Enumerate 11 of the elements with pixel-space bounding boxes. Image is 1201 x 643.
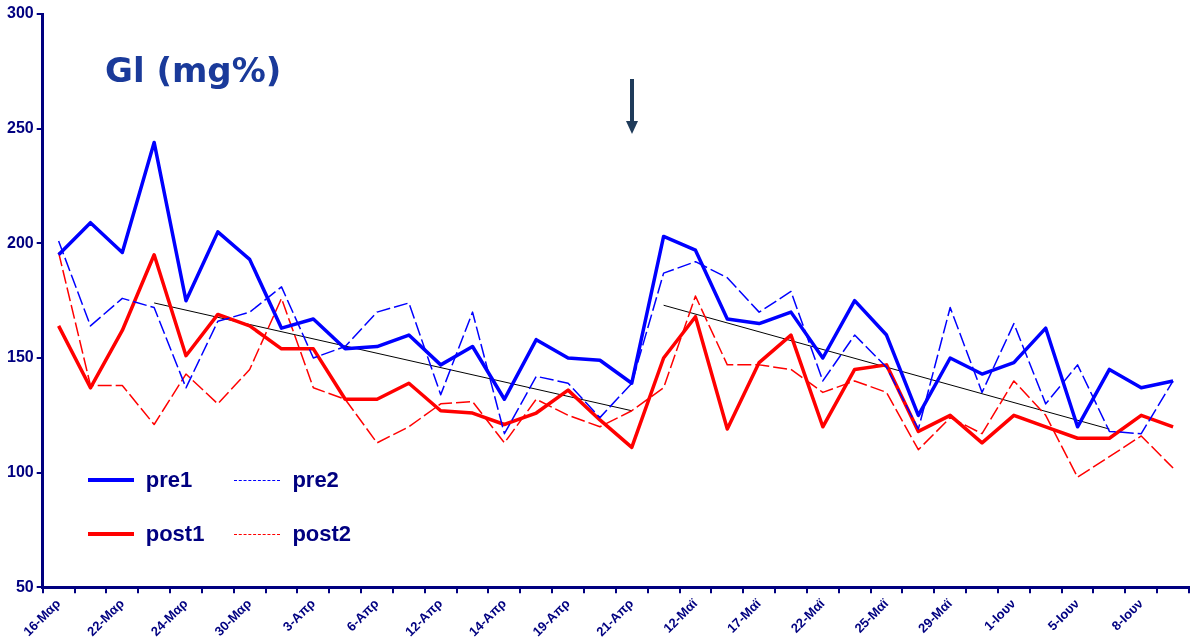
text: Gl (mg%)	[105, 50, 282, 90]
y-tick-label: 100	[6, 463, 34, 481]
legend-label: pre2	[292, 467, 339, 494]
legend-label: post1	[145, 521, 205, 548]
legend-label: pre1	[145, 467, 193, 494]
legend-label: post2	[292, 521, 352, 548]
y-tick-label: 250	[6, 119, 34, 137]
y-tick-label: 300	[6, 4, 34, 22]
y-tick-label: 200	[6, 233, 34, 251]
y-tick-label: 150	[6, 348, 34, 366]
y-tick-label: 50	[15, 577, 34, 595]
